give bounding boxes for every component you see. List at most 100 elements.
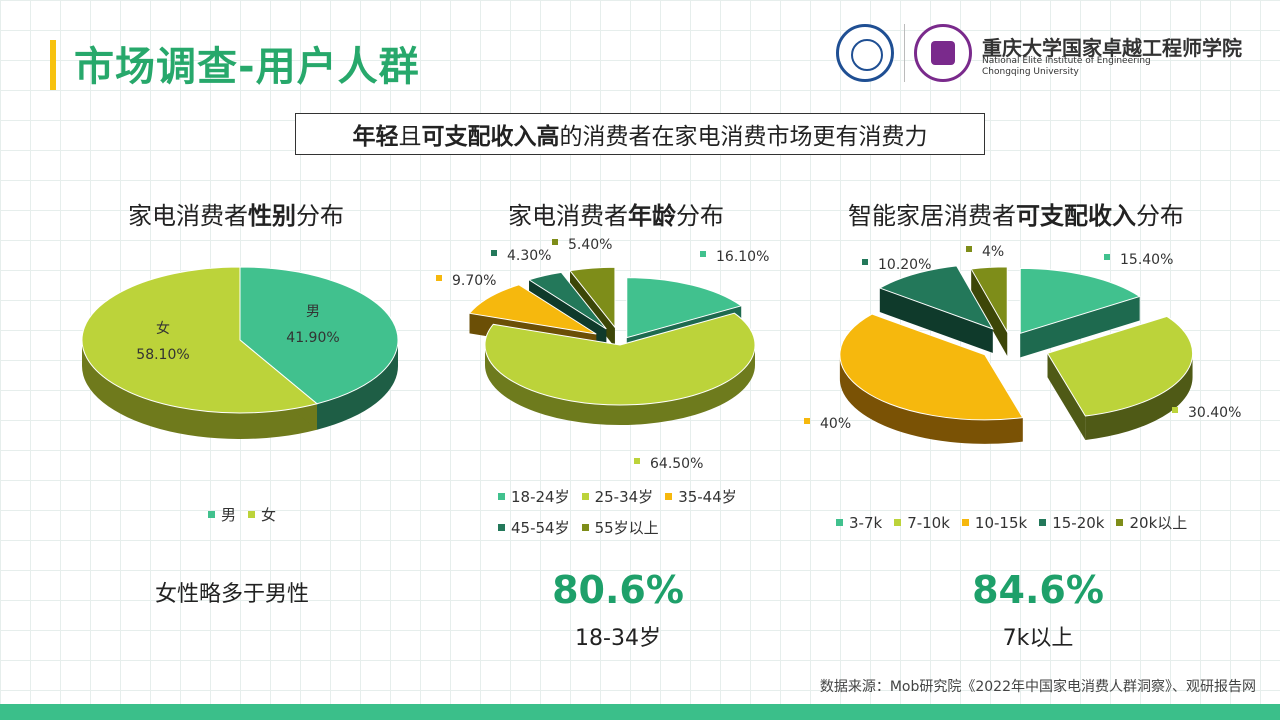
age-chart-title: 家电消费者年龄分布 xyxy=(508,196,724,231)
gender-category-label-0: 男 xyxy=(306,304,320,320)
income-value-label-3: 10.20% xyxy=(878,257,931,273)
age-legend-swatch-1 xyxy=(581,493,589,500)
page-title: 市场调查-用户人群 xyxy=(74,44,420,90)
institute-name-en-line2: Chongqing University xyxy=(982,67,1079,77)
gender-slice-side-0 xyxy=(316,340,398,430)
headline-rest: 的消费者在家电消费市场更有消费力 xyxy=(559,124,928,150)
age-stat-sub: 18-34岁 xyxy=(575,626,661,651)
gender-chart-title: 家电消费者性别分布 xyxy=(128,196,344,231)
income-legend-item-4: 20k以上 xyxy=(1116,512,1187,533)
income-legend-label-4: 20k以上 xyxy=(1129,514,1188,532)
gender-legend-label-0: 男 xyxy=(221,506,237,524)
age-label-marker-3 xyxy=(491,250,497,256)
income-legend-swatch-3 xyxy=(1039,519,1047,526)
age-legend-item-4: 55岁以上 xyxy=(581,517,659,538)
income-slice-4 xyxy=(970,266,1008,334)
income-legend-swatch-4 xyxy=(1116,519,1124,526)
income-legend-swatch-1 xyxy=(894,519,902,526)
age-label-marker-2 xyxy=(436,275,442,281)
age-slice-3 xyxy=(527,271,607,330)
income-legend: 3-7k 7-10k 10-15k 15-20k 20k以上 xyxy=(836,512,1256,543)
income-legend-label-0: 3-7k xyxy=(849,513,883,532)
age-value-label-1: 64.50% xyxy=(650,456,703,472)
age-legend-label-2: 35-44岁 xyxy=(678,488,737,506)
gender-title-bold: 性别 xyxy=(248,202,296,230)
headline-box: 年轻 且 可支配收入高 的消费者在家电消费市场更有消费力 xyxy=(295,113,985,155)
age-slice-1 xyxy=(484,312,756,406)
gender-legend-item-1: 女 xyxy=(248,504,276,525)
institute-name-en-line1: National Elite Institute of Engineering xyxy=(982,56,1151,66)
age-legend: 18-24岁 25-34岁 35-44岁 45-54岁 55岁以上 xyxy=(498,486,788,548)
title-accent-bar xyxy=(50,40,56,90)
age-value-label-2: 9.70% xyxy=(452,273,496,289)
gender-title-post: 分布 xyxy=(296,202,344,230)
age-stat: 80.6% xyxy=(552,568,684,612)
age-legend-swatch-3 xyxy=(498,524,505,531)
chongqing-university-logo xyxy=(836,24,894,82)
age-slice-2 xyxy=(468,284,597,335)
income-value-label-1: 30.40% xyxy=(1188,405,1241,421)
income-slice-side-1 xyxy=(1085,353,1193,441)
income-stat-sub: 7k以上 xyxy=(1002,626,1074,651)
gender-slice-1 xyxy=(81,266,319,414)
income-value-label-0: 15.40% xyxy=(1120,252,1173,268)
age-legend-item-3: 45-54岁 xyxy=(498,517,570,538)
income-label-marker-3 xyxy=(862,259,868,265)
income-slice-face-0-1 xyxy=(1020,296,1140,358)
headline-and: 且 xyxy=(398,124,422,150)
income-pie-chart: 15.40% 30.40% 40% 10.20% 4% xyxy=(804,244,1241,444)
income-legend-label-2: 10-15k xyxy=(974,513,1028,532)
age-title-pre: 家电消费者 xyxy=(508,202,628,230)
age-legend-label-1: 25-34岁 xyxy=(594,488,654,506)
gender-legend-label-1: 女 xyxy=(261,506,277,524)
income-legend-item-1: 7-10k xyxy=(894,512,950,533)
income-slice-1 xyxy=(1046,315,1194,417)
headline-bold-income: 可支配收入高 xyxy=(421,124,560,150)
age-legend-item-1: 25-34岁 xyxy=(581,486,654,507)
income-title-post: 分布 xyxy=(1136,202,1184,230)
headline-bold-young: 年轻 xyxy=(352,124,399,150)
age-legend-swatch-4 xyxy=(581,524,589,531)
income-label-marker-1 xyxy=(1172,407,1178,413)
income-label-marker-4 xyxy=(966,246,972,252)
gender-pie-chart: 男 41.90% 女 58.10% xyxy=(81,266,399,439)
gender-category-label-1: 女 xyxy=(156,320,170,337)
income-legend-item-0: 3-7k xyxy=(836,512,882,533)
income-slice-0 xyxy=(1019,267,1141,334)
age-label-marker-1 xyxy=(634,458,640,464)
gender-slice-side-1 xyxy=(82,340,317,439)
elite-institute-logo xyxy=(914,24,972,82)
income-slice-face-3-0 xyxy=(879,288,993,353)
income-value-label-2: 40% xyxy=(820,416,851,432)
income-slice-side-2 xyxy=(839,354,1023,444)
income-slice-3 xyxy=(878,265,994,330)
age-legend-label-4: 55岁以上 xyxy=(594,519,659,537)
logo-divider xyxy=(904,24,905,82)
age-value-label-0: 16.10% xyxy=(716,249,769,265)
gender-note: 女性略多于男性 xyxy=(155,582,310,607)
income-chart-title: 智能家居消费者可支配收入分布 xyxy=(848,196,1184,231)
data-source: 数据来源：Mob研究院《2022年中国家电消费人群洞察》、观研报告网 xyxy=(819,679,1256,695)
age-title-bold: 年龄 xyxy=(628,202,676,230)
income-stat: 84.6% xyxy=(972,568,1104,612)
age-slice-0 xyxy=(626,277,743,339)
gender-legend-swatch-0 xyxy=(208,511,215,518)
institute-name-cn: 重庆大学国家卓越工程师学院 xyxy=(982,36,1242,60)
age-slice-side-1 xyxy=(485,345,755,425)
gender-legend: 男女 xyxy=(208,504,408,535)
income-legend-item-3: 15-20k xyxy=(1039,512,1104,533)
age-legend-item-0: 18-24岁 xyxy=(498,486,570,507)
age-legend-item-2: 35-44岁 xyxy=(665,486,737,507)
age-legend-label-0: 18-24岁 xyxy=(511,488,570,506)
age-label-marker-4 xyxy=(552,239,558,245)
income-label-marker-0 xyxy=(1104,254,1110,260)
age-label-marker-0 xyxy=(700,251,706,257)
age-value-label-4: 5.40% xyxy=(568,237,612,253)
age-legend-swatch-0 xyxy=(498,493,505,500)
age-legend-swatch-2 xyxy=(665,493,673,500)
income-legend-item-2: 10-15k xyxy=(961,512,1028,533)
age-title-post: 分布 xyxy=(676,202,724,230)
age-slice-4 xyxy=(569,266,616,329)
income-legend-swatch-0 xyxy=(836,519,843,526)
income-slice-face-1-1 xyxy=(1047,353,1086,441)
